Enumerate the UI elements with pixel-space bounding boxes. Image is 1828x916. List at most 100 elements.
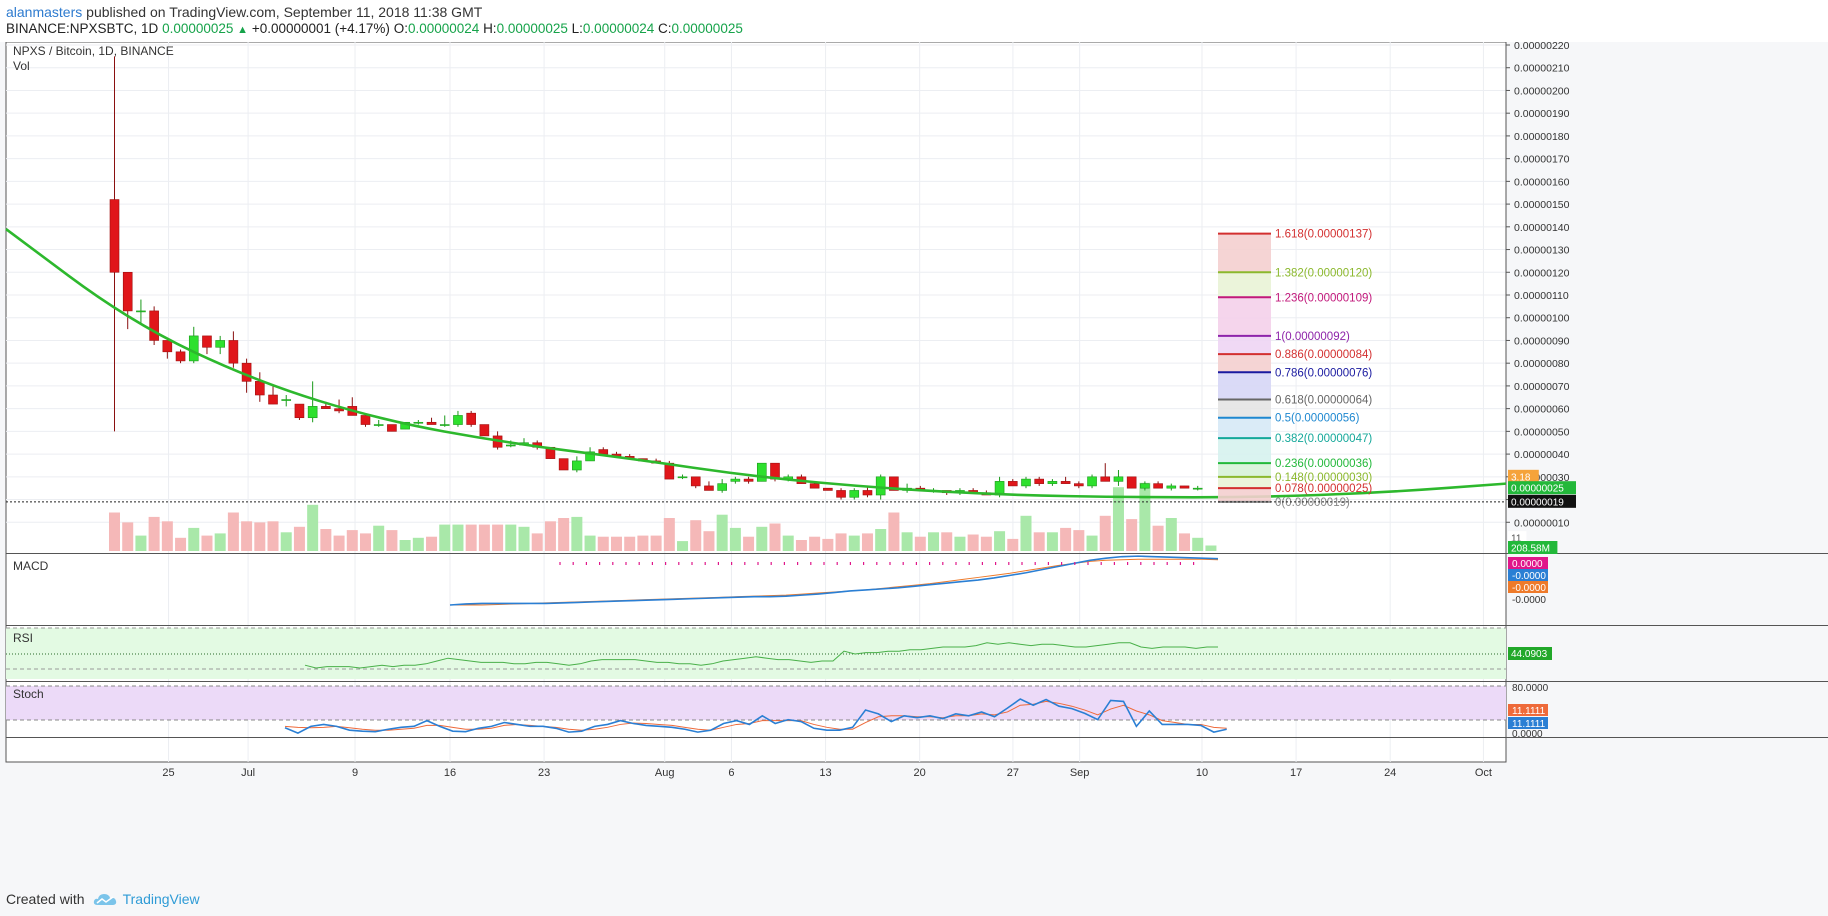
price-badge	[1508, 541, 1558, 554]
y-tick-label: 0.00000040	[1514, 449, 1570, 461]
candle-body	[823, 487, 833, 491]
candle-body	[756, 462, 767, 482]
volume-bar	[439, 524, 451, 551]
publish-info: published on TradingView.com, September …	[86, 4, 483, 20]
candle-body	[307, 406, 318, 419]
volume-bar	[122, 522, 134, 551]
volume-bar	[492, 524, 504, 551]
volume-bar	[729, 527, 741, 551]
fib-level-label: 0(0.00000019)	[1275, 497, 1350, 509]
volume-bar	[1086, 535, 1098, 551]
candle-body	[849, 490, 860, 498]
x-tick-label: 24	[1384, 767, 1396, 779]
y-tick-label: 0.00000130	[1514, 245, 1570, 257]
stoch-axis-label: 11.1111	[1512, 719, 1546, 730]
volume-bar	[756, 526, 768, 551]
volume-bar	[478, 524, 490, 551]
y-tick-label: 0.00000060	[1514, 404, 1570, 416]
candle-body	[466, 412, 476, 425]
fib-level-label: 1.618(0.00000137)	[1275, 229, 1372, 241]
fib-zone	[1218, 463, 1271, 477]
rsi-value-label: 44.0903	[1511, 649, 1548, 660]
fib-zone	[1218, 335, 1271, 355]
volume-bar	[359, 533, 371, 551]
volume-bar	[214, 533, 226, 551]
volume-bar	[346, 530, 358, 551]
fib-level-label: 0.148(0.00000030)	[1275, 472, 1372, 484]
volume-bar	[1046, 532, 1058, 551]
rsi-value-badge	[1508, 647, 1552, 660]
candle-body	[1074, 483, 1084, 487]
header-bar: alanmasters published on TradingView.com…	[0, 0, 1828, 44]
fib-level-label: 0.078(0.00000025)	[1275, 483, 1372, 495]
price-badge-label: 3.18	[1511, 472, 1531, 483]
candle-body	[268, 394, 278, 405]
price-badge	[1508, 531, 1527, 545]
volume-bar	[1152, 525, 1164, 551]
candle-body	[149, 310, 159, 341]
candle-body	[1140, 483, 1150, 489]
candle-body	[1179, 485, 1190, 489]
candle-body	[572, 460, 582, 471]
candle-body	[136, 310, 146, 313]
fib-level-label: 0.618(0.00000064)	[1275, 395, 1372, 407]
volume-bar	[716, 514, 728, 551]
volume-bar	[769, 523, 781, 551]
volume-bar	[822, 538, 834, 551]
volume-bar	[795, 540, 807, 551]
fib-level-label: 0.5(0.00000056)	[1275, 413, 1360, 425]
candle-body	[255, 381, 265, 396]
ohlc-line: BINANCE:NPXSBTC, 1D 0.00000025 ▲ +0.0000…	[6, 21, 743, 36]
x-tick-label: 17	[1290, 767, 1302, 779]
volume-bar	[1033, 532, 1045, 551]
price-badge-label: 208.58M	[1511, 544, 1550, 555]
stoch-value-badge	[1508, 717, 1548, 729]
candle-body	[373, 424, 384, 426]
volume-label: Vol	[13, 59, 30, 73]
volume-bar	[188, 527, 200, 551]
candle-body	[109, 199, 120, 273]
fib-zone	[1218, 272, 1271, 298]
fib-zone	[1218, 399, 1271, 418]
volume-bar	[914, 536, 926, 551]
candle-body	[598, 449, 609, 455]
candle-body	[1100, 476, 1111, 482]
fib-zone	[1218, 488, 1271, 502]
chart-canvas[interactable]: 0.00000220 0.00000210 0.00000200 0.00000190…	[0, 42, 1828, 887]
price-badge-label: 11	[1511, 534, 1522, 545]
volume-bar	[161, 521, 173, 551]
volume-bar	[703, 531, 715, 551]
up-arrow-icon: ▲	[237, 24, 249, 36]
fib-zone	[1218, 233, 1271, 273]
x-tick-label: 25	[162, 767, 174, 779]
candle-body	[730, 478, 741, 482]
close-label: C:	[658, 21, 672, 36]
tradingview-link[interactable]: TradingView	[93, 891, 200, 907]
volume-bar	[848, 535, 860, 551]
fib-zone	[1218, 297, 1271, 336]
volume-bar	[584, 535, 596, 551]
macd-axis-label: -0.0000	[1512, 571, 1546, 582]
candle-body	[704, 485, 714, 491]
macd-label: MACD	[13, 559, 49, 573]
macd-axis-label: -0.0000	[1512, 583, 1546, 594]
volume-bar	[1060, 527, 1072, 551]
username-link[interactable]: alanmasters	[6, 4, 83, 20]
macd-axis-label: -0.0000	[1512, 595, 1546, 606]
candle-body	[453, 415, 463, 425]
volume-bar	[320, 529, 332, 551]
volume-bar	[373, 525, 385, 551]
candle-body	[836, 490, 846, 498]
volume-bar	[452, 524, 464, 551]
volume-bar	[875, 529, 887, 551]
candle-body	[162, 340, 173, 353]
candle-body	[241, 362, 252, 382]
y-tick-label: 0.00000210	[1514, 63, 1570, 75]
volume-bar	[861, 533, 873, 551]
candle-body	[202, 335, 212, 348]
y-tick-label: 0.00000010	[1514, 517, 1570, 529]
price-badge	[1508, 481, 1576, 495]
y-tick-label: 0.00000150	[1514, 199, 1570, 211]
candle-body	[862, 490, 873, 496]
candle-body	[875, 476, 886, 496]
